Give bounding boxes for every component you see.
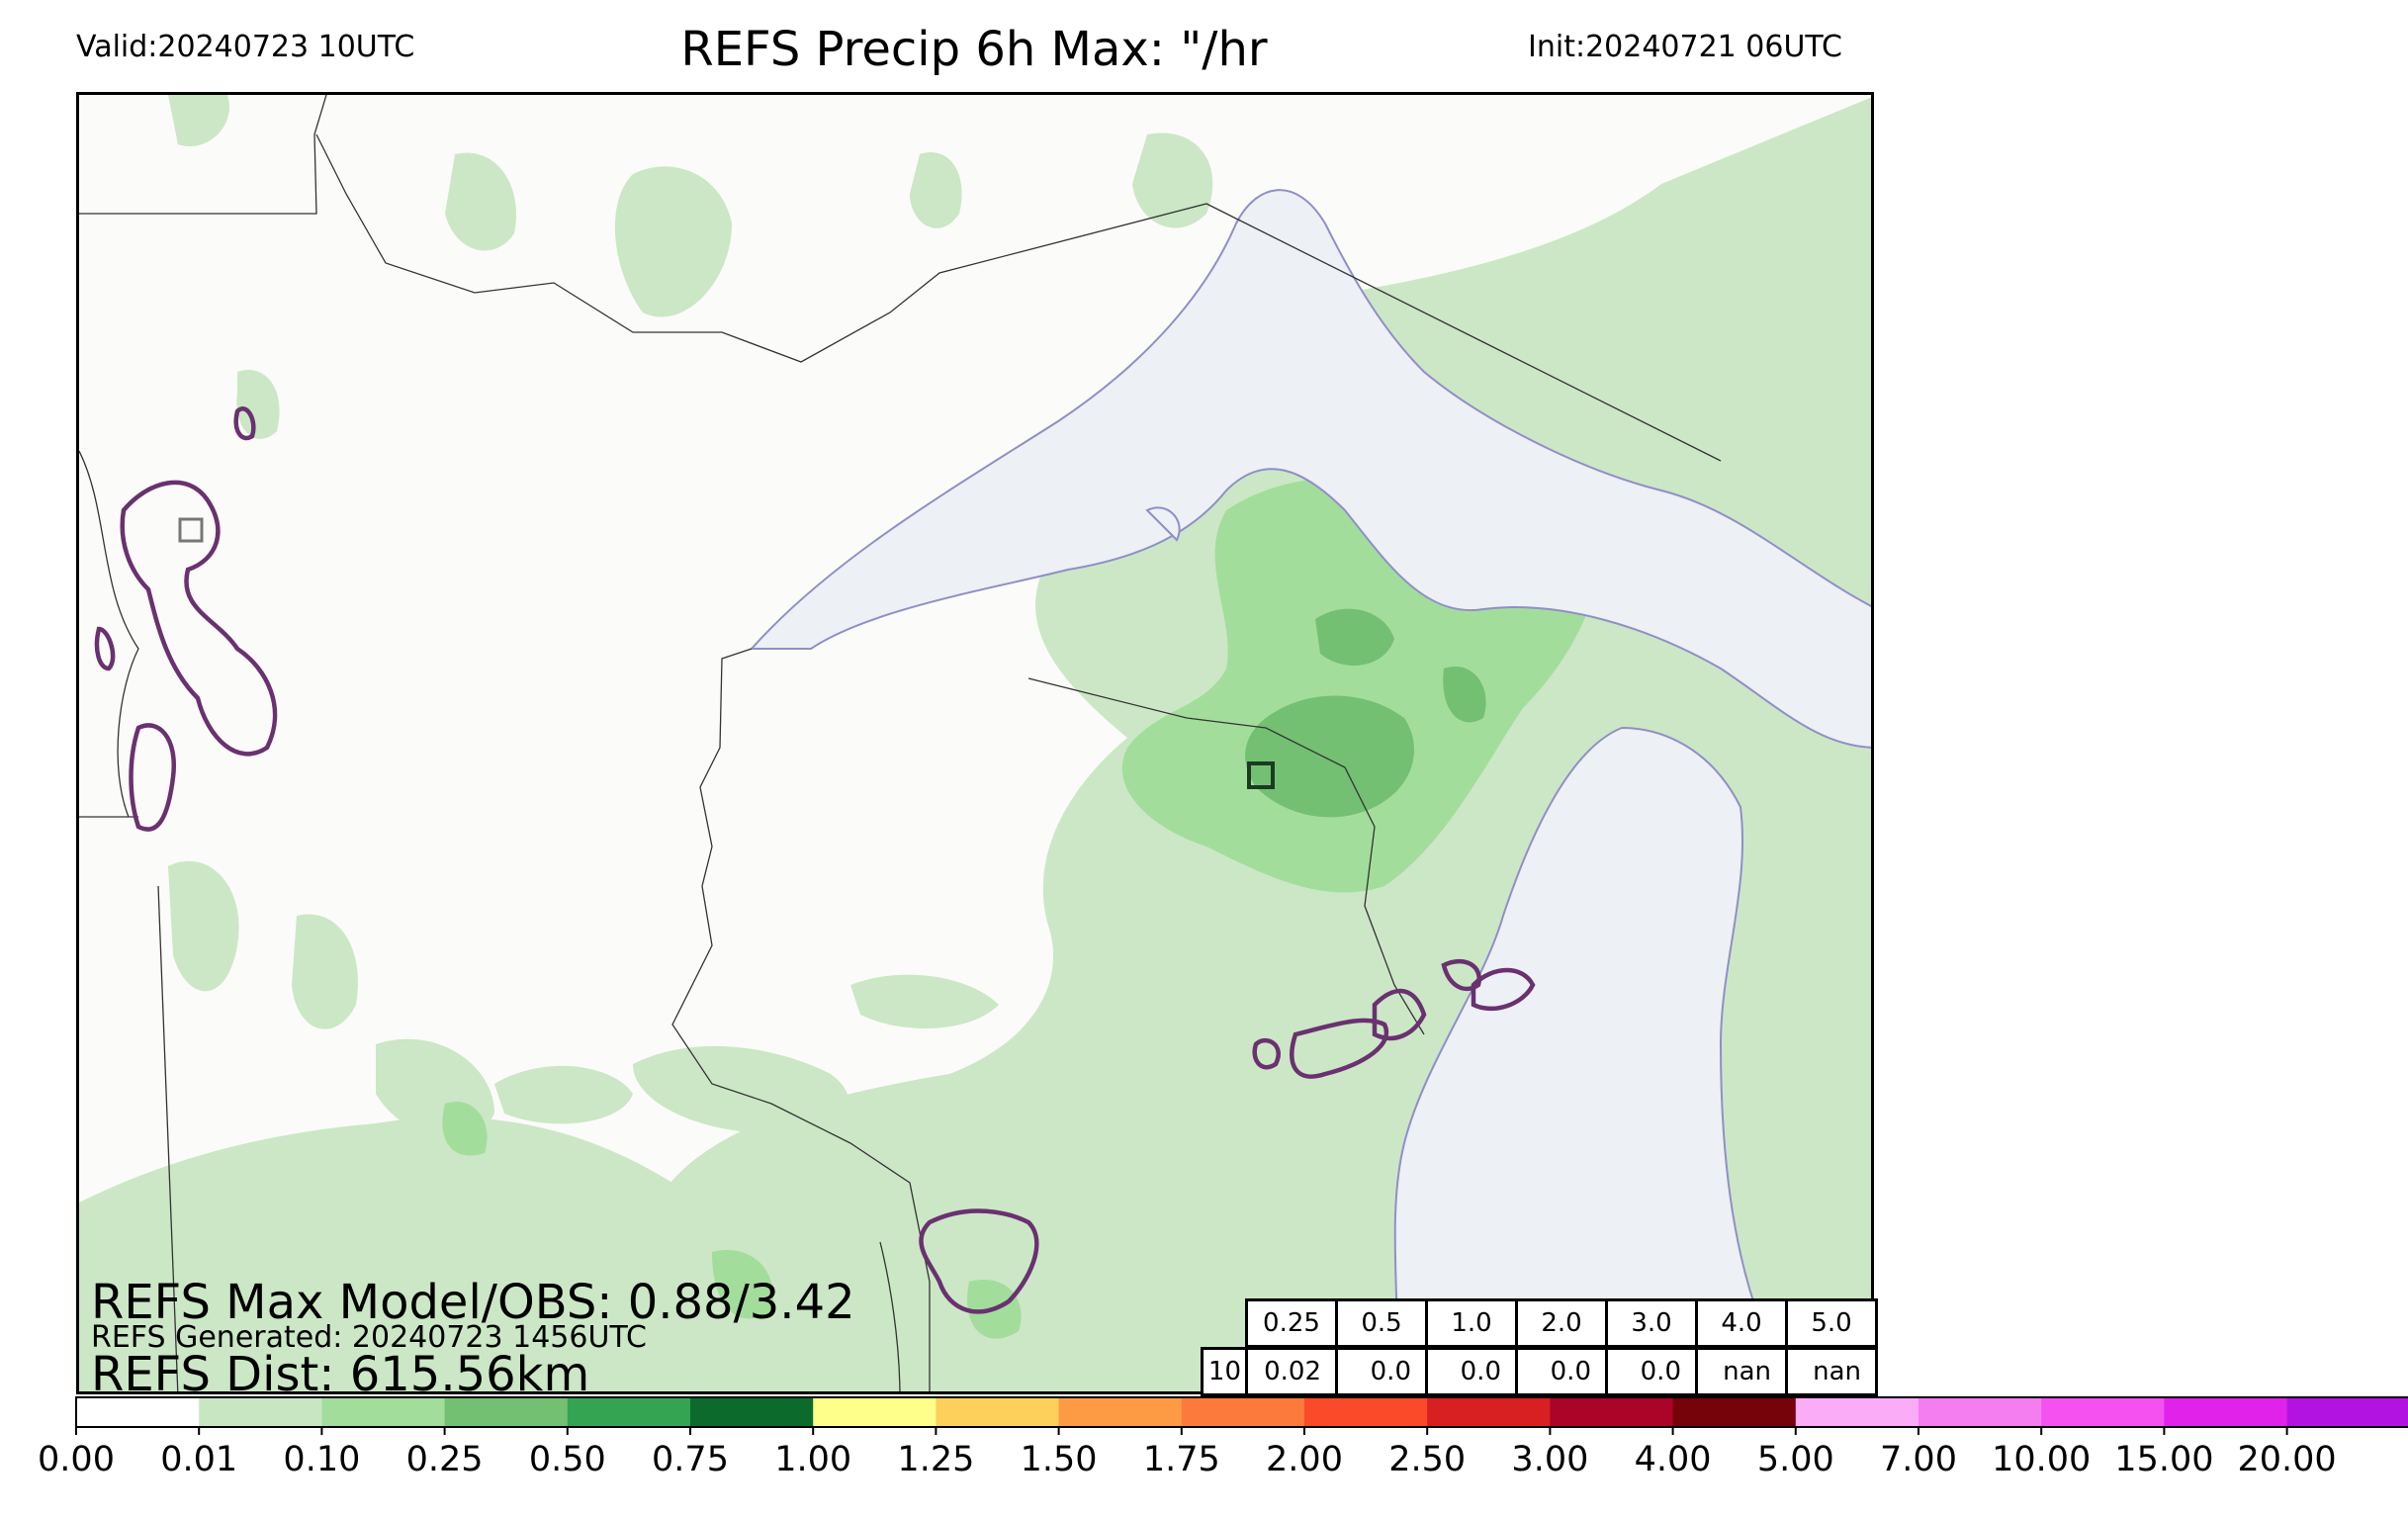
colorbar-tick-label: 3.00 [1511,1440,1588,1479]
colorbar-segment [1795,1397,1919,1427]
colorbar-segment [567,1397,691,1427]
init-time-label: Init:20240721 06UTC [1528,30,1842,64]
colorbar-segment [813,1397,936,1427]
colorbar-tick-label: 5.00 [1757,1440,1834,1479]
state-borders [79,95,1722,1391]
colorbar-segment [2041,1397,2165,1427]
colorbar-tick-label: 0.25 [406,1440,484,1479]
colorbar-segment [1304,1397,1428,1427]
colorbar-tick-label: 2.50 [1388,1440,1466,1479]
threshold-cell: 4.0 [1695,1298,1788,1348]
colorbar-segment [1058,1397,1183,1427]
threshold-cell: 0.5 [1335,1298,1428,1348]
generated-text: REFS Generated: 20240723 1456UTC [91,1320,647,1355]
colorbar-segment [321,1397,446,1427]
colorbar-segment [1427,1397,1551,1427]
colorbar-tick-label: 10.00 [1992,1440,2091,1479]
values-table: 10 0.02 0.0 0.0 0.0 0.0 nan nan [1201,1347,1878,1396]
colorbar-segment [690,1397,814,1427]
obs-marker [178,517,204,543]
colorbar-tick-label: 2.00 [1266,1440,1343,1479]
colorbar-tick-label: 0.00 [38,1440,115,1479]
values-row: 10 0.02 0.0 0.0 0.0 0.0 nan nan [1201,1347,1878,1396]
colorbar-segment [1550,1397,1674,1427]
distance-text: REFS Dist: 615.56km [91,1347,590,1402]
max-model-marker [1247,761,1275,789]
colorbar-tick-label: 0.01 [160,1440,237,1479]
value-cell: nan [1695,1347,1788,1396]
colorbar-tick-label: 1.00 [774,1440,851,1479]
threshold-table: 0.25 0.5 1.0 2.0 3.0 4.0 5.0 [1245,1298,1878,1348]
colorbar-tick-label: 1.50 [1021,1440,1098,1479]
valid-time-label: Valid:20240723 10UTC [76,30,415,64]
colorbar-tick-label: 1.25 [897,1440,974,1479]
value-cell: 0.02 [1245,1347,1338,1396]
threshold-cell: 5.0 [1785,1298,1878,1348]
threshold-cell: 0.25 [1245,1298,1338,1348]
colorbar-segment [199,1397,322,1427]
threshold-cell: 1.0 [1425,1298,1518,1348]
colorbar-tick-label: 15.00 [2114,1440,2213,1479]
precip-map [76,92,1874,1394]
colorbar-segment [1181,1397,1305,1427]
value-cell: nan [1785,1347,1878,1396]
value-cell: 0.0 [1515,1347,1608,1396]
colorbar-tick-label: 20.00 [2237,1440,2336,1479]
threshold-cell: 2.0 [1515,1298,1608,1348]
colorbar-segment [1918,1397,2042,1427]
value-cell: 0.0 [1425,1347,1518,1396]
map-title: REFS Precip 6h Max: "/hr [680,22,1268,77]
colorbar-tick-label: 1.75 [1143,1440,1220,1479]
colorbar-tick-label: 0.75 [652,1440,729,1479]
colorbar-tick-label: 4.00 [1635,1440,1712,1479]
threshold-row: 0.25 0.5 1.0 2.0 3.0 4.0 5.0 [1245,1298,1878,1348]
colorbar-segment [1672,1397,1797,1427]
row-label-cell: 10 [1201,1347,1248,1396]
obs-contours [94,406,1536,1314]
colorbar-segment [2286,1397,2408,1427]
colorbar-segment [444,1397,569,1427]
value-cell: 0.0 [1605,1347,1698,1396]
colorbar-segment [2164,1397,2288,1427]
colorbar-outline [75,1396,2408,1428]
colorbar-tick-label: 7.00 [1880,1440,1957,1479]
value-cell: 0.0 [1335,1347,1428,1396]
colorbar-tick-label: 0.50 [529,1440,606,1479]
precip-core [1245,608,1486,818]
map-canvas [79,95,1871,1391]
threshold-cell: 3.0 [1605,1298,1698,1348]
lakes [749,189,1871,1391]
colorbar-tick-label: 0.10 [283,1440,360,1479]
max-model-obs-text: REFS Max Model/OBS: 0.88/3.42 [91,1275,855,1330]
colorbar-segment [936,1397,1060,1427]
colorbar-segment [76,1397,200,1427]
